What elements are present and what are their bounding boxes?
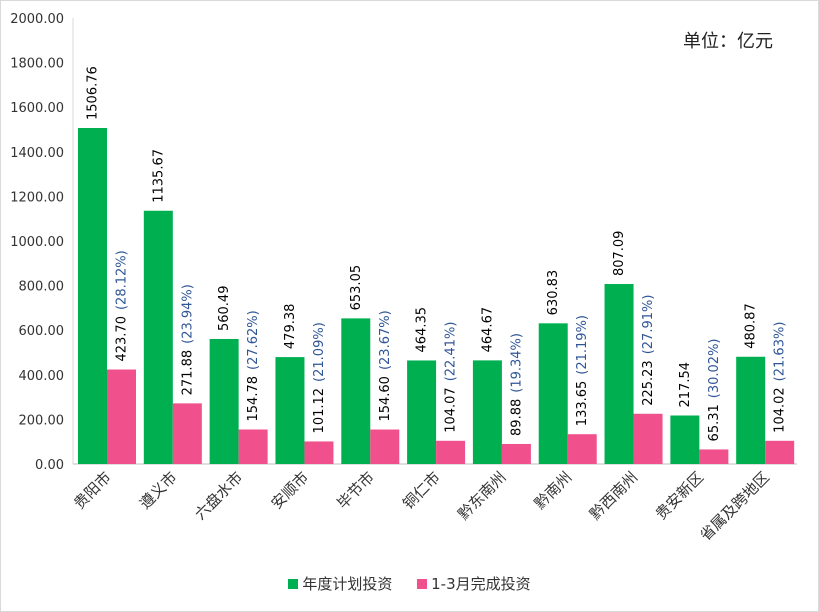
bar-plan (736, 356, 766, 464)
bar-completed (304, 441, 334, 464)
data-label-group-completed: 104.07 (22.41%) (444, 322, 459, 433)
data-label-group-completed: 89.88 (19.34%) (509, 333, 524, 436)
bar-completed (567, 434, 597, 464)
data-label-plan: 653.05 (349, 265, 364, 311)
bar-plan (407, 360, 437, 464)
bar-completed (633, 413, 663, 464)
bar-plan (538, 323, 568, 464)
data-label-plan: 807.09 (612, 231, 627, 277)
percent-label: (23.67%) (378, 310, 393, 370)
data-label-plan: 464.35 (415, 307, 430, 353)
data-label-completed: 423.70 (115, 316, 130, 362)
data-label-plan: 630.83 (546, 270, 561, 316)
x-tick-label: 省属及跨地区 (697, 468, 773, 544)
x-tick-label: 铜仁市 (399, 468, 444, 513)
bar-completed (370, 429, 400, 464)
legend-swatch-plan (288, 579, 299, 589)
data-label-group-completed: 104.02 (21.63%) (773, 322, 788, 433)
data-label-completed: 89.88 (509, 399, 524, 436)
data-label-group-completed: 271.88 (23.94%) (180, 284, 195, 395)
bar-plan (143, 210, 173, 464)
percent-label: (21.19%) (575, 315, 590, 375)
x-tick-label: 贵安新区 (652, 468, 707, 523)
percent-label: (27.91%) (641, 295, 656, 355)
legend-swatch-completed (417, 579, 428, 589)
bar-plan (472, 360, 502, 464)
data-label-group-completed: 101.12 (21.09%) (312, 322, 327, 433)
x-tick-label: 毕节市 (333, 468, 378, 513)
bar-plan (670, 415, 700, 464)
data-label-completed: 154.78 (246, 376, 261, 422)
x-tick-label: 六盘水市 (191, 468, 246, 523)
bar-plan (604, 284, 634, 464)
y-tick-label: 2000.00 (10, 12, 64, 27)
bar-completed (765, 440, 795, 464)
percent-label: (22.41%) (444, 322, 459, 382)
y-tick-label: 200.00 (19, 413, 65, 428)
legend-item-completed: 1-3月完成投资 (417, 573, 531, 594)
x-tick-label: 贵阳市 (70, 468, 115, 513)
data-label-plan: 1506.76 (86, 66, 101, 120)
data-label-plan: 560.49 (217, 286, 232, 332)
bar-plan (341, 318, 371, 464)
y-tick-label: 0.00 (35, 458, 64, 473)
y-tick-label: 1400.00 (10, 146, 64, 161)
y-tick-label: 600.00 (19, 324, 65, 339)
x-tick-label: 黔西南州 (586, 468, 641, 523)
data-label-completed: 104.07 (444, 387, 459, 433)
y-tick-label: 1800.00 (10, 57, 64, 72)
data-label-completed: 133.65 (575, 381, 590, 427)
x-tick-label: 安顺市 (268, 468, 313, 513)
bar-completed (172, 403, 202, 464)
data-label-completed: 225.23 (641, 360, 656, 406)
bar-plan (209, 339, 239, 464)
y-tick-label: 400.00 (19, 369, 65, 384)
percent-label: (21.09%) (312, 322, 327, 382)
x-tick-label: 遵义市 (136, 468, 181, 513)
data-label-group-completed: 225.23 (27.91%) (641, 295, 656, 406)
bar-plan (78, 127, 107, 464)
data-label-plan: 480.87 (744, 303, 759, 349)
data-label-plan: 1135.67 (151, 149, 166, 203)
data-label-completed: 101.12 (312, 388, 327, 434)
data-label-group-completed: 154.60 (23.67%) (378, 310, 393, 421)
percent-label: (19.34%) (509, 333, 524, 393)
data-label-plan: 217.54 (678, 362, 693, 408)
legend-label-plan: 年度计划投资 (302, 575, 393, 593)
y-tick-label: 800.00 (19, 280, 65, 295)
data-label-plan: 479.38 (283, 304, 298, 350)
data-label-group-completed: 423.70 (28.12%) (115, 250, 130, 361)
data-label-completed: 154.60 (378, 376, 393, 422)
y-tick-label: 1600.00 (10, 101, 64, 116)
percent-label: (27.62%) (246, 310, 261, 370)
x-tick-label: 黔南州 (531, 468, 576, 513)
data-label-group-completed: 133.65 (21.19%) (575, 315, 590, 426)
y-tick-label: 1000.00 (10, 235, 64, 250)
data-label-completed: 271.88 (180, 350, 195, 396)
percent-label: (21.63%) (773, 322, 788, 382)
percent-label: (30.02%) (707, 338, 722, 398)
legend-label-completed: 1-3月完成投资 (431, 575, 531, 593)
percent-label: (28.12%) (115, 250, 130, 310)
data-label-group-completed: 65.31 (30.02%) (707, 338, 722, 441)
y-tick-label: 1200.00 (10, 190, 64, 205)
bar-plan (275, 357, 305, 464)
data-label-completed: 104.02 (773, 387, 788, 433)
data-label-completed: 65.31 (707, 404, 722, 441)
data-label-plan: 464.67 (480, 307, 495, 352)
x-tick-label: 黔东南州 (454, 468, 509, 523)
percent-label: (23.94%) (180, 284, 195, 344)
data-label-group-completed: 154.78 (27.62%) (246, 310, 261, 421)
legend: 年度计划投资 1-3月完成投资 (0, 573, 819, 594)
unit-label: 单位：亿元 (683, 31, 773, 52)
bar-completed (107, 369, 136, 464)
legend-item-plan: 年度计划投资 (288, 573, 392, 594)
bar-completed (699, 449, 729, 464)
bar-completed (238, 429, 268, 464)
bar-completed (501, 443, 531, 464)
bar-completed (436, 440, 466, 464)
